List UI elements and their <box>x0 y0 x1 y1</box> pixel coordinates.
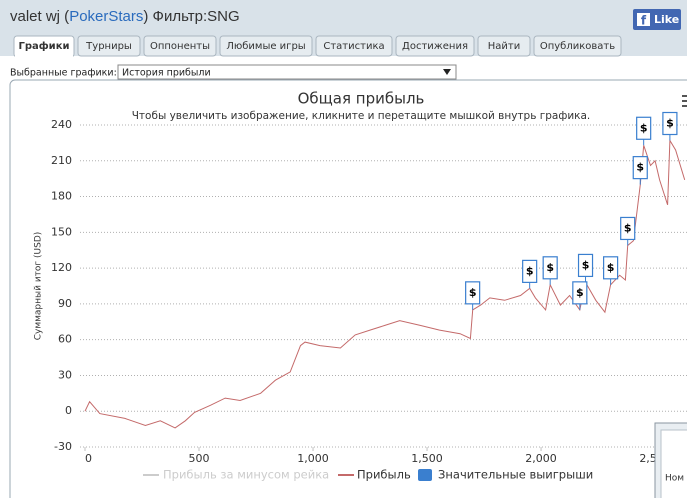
tab-label[interactable]: Найти <box>488 41 520 52</box>
tab[interactable] <box>143 35 217 57</box>
flag-box[interactable] <box>465 281 481 305</box>
select-value[interactable]: История прибыли <box>122 68 211 79</box>
x-tick-label: 0 <box>85 452 92 465</box>
header-title: valet wj (PokerStars) Фильтр:SNG <box>10 8 240 25</box>
win-flag[interactable]: $ <box>620 216 636 246</box>
popup-body <box>660 429 687 498</box>
x-tick-label: 500 <box>189 452 210 465</box>
y-tick-label: 120 <box>51 261 72 274</box>
fb-icon: f <box>641 14 647 28</box>
fb-icon-box <box>637 13 650 26</box>
x-tick-label: 1,500 <box>411 452 443 465</box>
legend-label[interactable]: Значительные выигрыши <box>438 468 593 482</box>
flag-label: $ <box>666 117 674 130</box>
win-flag[interactable]: $ <box>632 156 648 185</box>
select-box[interactable] <box>117 64 457 80</box>
select-arrow <box>443 69 451 75</box>
menu-bar <box>682 100 687 102</box>
legend-label[interactable]: Прибыль <box>357 468 411 482</box>
tab[interactable] <box>77 35 141 57</box>
y-tick-label: 60 <box>58 333 72 346</box>
tab-label[interactable]: Турниры <box>85 41 132 52</box>
filter: ) Фильтр:SNG <box>143 8 239 25</box>
tab-label[interactable]: Оппоненты <box>150 41 210 52</box>
popup-window: Ном <box>654 422 687 498</box>
y-tick-label: 0 <box>65 404 72 417</box>
tab[interactable] <box>533 35 622 57</box>
flag-label: $ <box>607 261 615 274</box>
y-axis-label: Суммарный итог (USD) <box>34 232 44 341</box>
flag-box[interactable] <box>662 111 678 136</box>
tab-cover <box>15 55 73 58</box>
chart-title: Общая прибыль <box>298 90 425 108</box>
flag-box[interactable] <box>572 281 588 305</box>
tab[interactable] <box>219 35 313 57</box>
plot: -30 0 30 60 90 120 150 180 210 240 0 500 1,000 1,500 2… <box>51 111 687 465</box>
win-flag[interactable]: $ <box>522 259 538 289</box>
tab-label[interactable]: Графики <box>18 40 69 52</box>
tab[interactable] <box>395 35 475 57</box>
flag-box[interactable] <box>577 253 594 278</box>
y-tick-label: 30 <box>58 368 72 381</box>
y-tick-label: 150 <box>51 225 72 238</box>
flag-label: $ <box>576 286 584 299</box>
flag-box[interactable] <box>636 116 652 140</box>
win-flag[interactable]: $ <box>662 111 678 141</box>
site-link[interactable]: PokerStars <box>69 8 143 25</box>
y-tick-label: 180 <box>51 190 72 203</box>
flag-box[interactable] <box>620 216 636 241</box>
win-flag[interactable]: $ <box>542 256 558 285</box>
x-tick-label: 1,000 <box>297 452 329 465</box>
flag-label: $ <box>546 261 554 274</box>
chart-select[interactable]: История прибыли <box>117 64 457 80</box>
flag-label: $ <box>469 286 477 299</box>
like-label[interactable]: Like <box>654 13 679 26</box>
y-tick-label: 210 <box>51 154 72 167</box>
win-flag[interactable]: $ <box>577 253 594 283</box>
chart-menu[interactable] <box>682 95 687 107</box>
menu-bar <box>682 95 687 97</box>
win-flag[interactable]: $ <box>603 256 619 285</box>
win-flag[interactable]: $ <box>572 281 588 310</box>
y-tick-label: 240 <box>51 118 72 131</box>
y-tick-label: 90 <box>58 297 72 310</box>
tab-label[interactable]: Достижения <box>402 41 468 52</box>
flag-box[interactable] <box>603 256 619 280</box>
chart-subtitle: Чтобы увеличить изображение, кликните и … <box>132 110 591 122</box>
flag-label: $ <box>526 264 534 277</box>
tab[interactable] <box>477 35 531 57</box>
legend-label[interactable]: Прибыль за минусом рейка <box>163 468 329 482</box>
x-tick-label: 2,000 <box>525 452 557 465</box>
facebook-like[interactable]: f Like <box>633 9 681 30</box>
tab-label[interactable]: Опубликовать <box>540 41 615 52</box>
tab-label[interactable]: Статистика <box>323 41 384 52</box>
chart-panel <box>9 79 687 498</box>
legend: Прибыль за минусом рейка Прибыль Значитель… <box>143 468 593 482</box>
tabs: Графики Турниры Оппоненты Любимые игры Стати… <box>13 35 622 58</box>
tab[interactable] <box>315 35 393 57</box>
selector-label: Выбранные графики: <box>10 68 117 79</box>
popup-text: Ном <box>665 474 684 484</box>
flag-box[interactable] <box>632 156 648 180</box>
user-name: valet wj ( <box>10 8 69 25</box>
y-tick-label: -30 <box>54 440 72 453</box>
tab-label[interactable]: Любимые игры <box>226 41 305 52</box>
menu-bar <box>682 105 687 107</box>
flag-label: $ <box>624 221 632 234</box>
profit-line <box>84 138 686 429</box>
flag-label: $ <box>636 161 644 174</box>
flag-box[interactable] <box>542 256 558 280</box>
win-flag[interactable]: $ <box>636 116 652 146</box>
win-flag[interactable]: $ <box>465 281 481 310</box>
flag-box[interactable] <box>522 259 538 283</box>
legend-swatch[interactable] <box>418 469 432 481</box>
flag-label: $ <box>640 121 648 134</box>
flag-label: $ <box>582 258 590 271</box>
